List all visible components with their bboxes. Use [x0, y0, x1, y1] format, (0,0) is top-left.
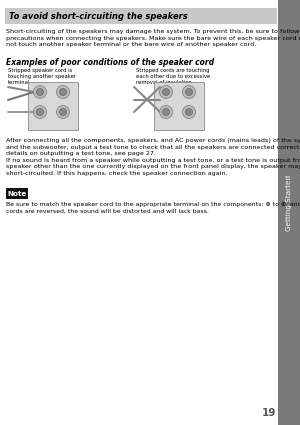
Text: After connecting all the components, speakers, and AC power cords (mains leads) : After connecting all the components, spe…: [6, 138, 300, 176]
Circle shape: [163, 108, 170, 116]
Circle shape: [56, 105, 70, 119]
Bar: [278, 0, 300, 425]
Circle shape: [160, 85, 172, 99]
Text: Getting Started: Getting Started: [286, 174, 292, 231]
Circle shape: [37, 88, 44, 96]
Text: Stripped speaker cord is
touching another speaker
terminal.: Stripped speaker cord is touching anothe…: [8, 68, 76, 85]
Circle shape: [59, 108, 67, 116]
Circle shape: [185, 88, 193, 96]
Circle shape: [37, 108, 44, 116]
Bar: [154, 82, 204, 130]
Circle shape: [185, 108, 193, 116]
Circle shape: [182, 105, 196, 119]
Bar: [5, 8, 277, 24]
Text: To avoid short-circuiting the speakers: To avoid short-circuiting the speakers: [9, 11, 188, 20]
Text: Examples of poor conditions of the speaker cord: Examples of poor conditions of the speak…: [6, 58, 214, 67]
Bar: [28, 82, 78, 130]
Text: Stripped cords are touching
each other due to excessive
removal of insulation.: Stripped cords are touching each other d…: [136, 68, 210, 85]
Circle shape: [34, 85, 46, 99]
Circle shape: [56, 85, 70, 99]
Text: Note: Note: [8, 190, 27, 196]
Text: Short-circuiting of the speakers may damage the system. To prevent this, be sure: Short-circuiting of the speakers may dam…: [6, 29, 300, 47]
Text: Be sure to match the speaker cord to the appropriate terminal on the components:: Be sure to match the speaker cord to the…: [6, 202, 300, 213]
Circle shape: [163, 88, 170, 96]
Circle shape: [34, 105, 46, 119]
Text: 19: 19: [262, 408, 276, 418]
Circle shape: [160, 105, 172, 119]
Circle shape: [59, 88, 67, 96]
Bar: [6, 188, 28, 199]
Circle shape: [182, 85, 196, 99]
